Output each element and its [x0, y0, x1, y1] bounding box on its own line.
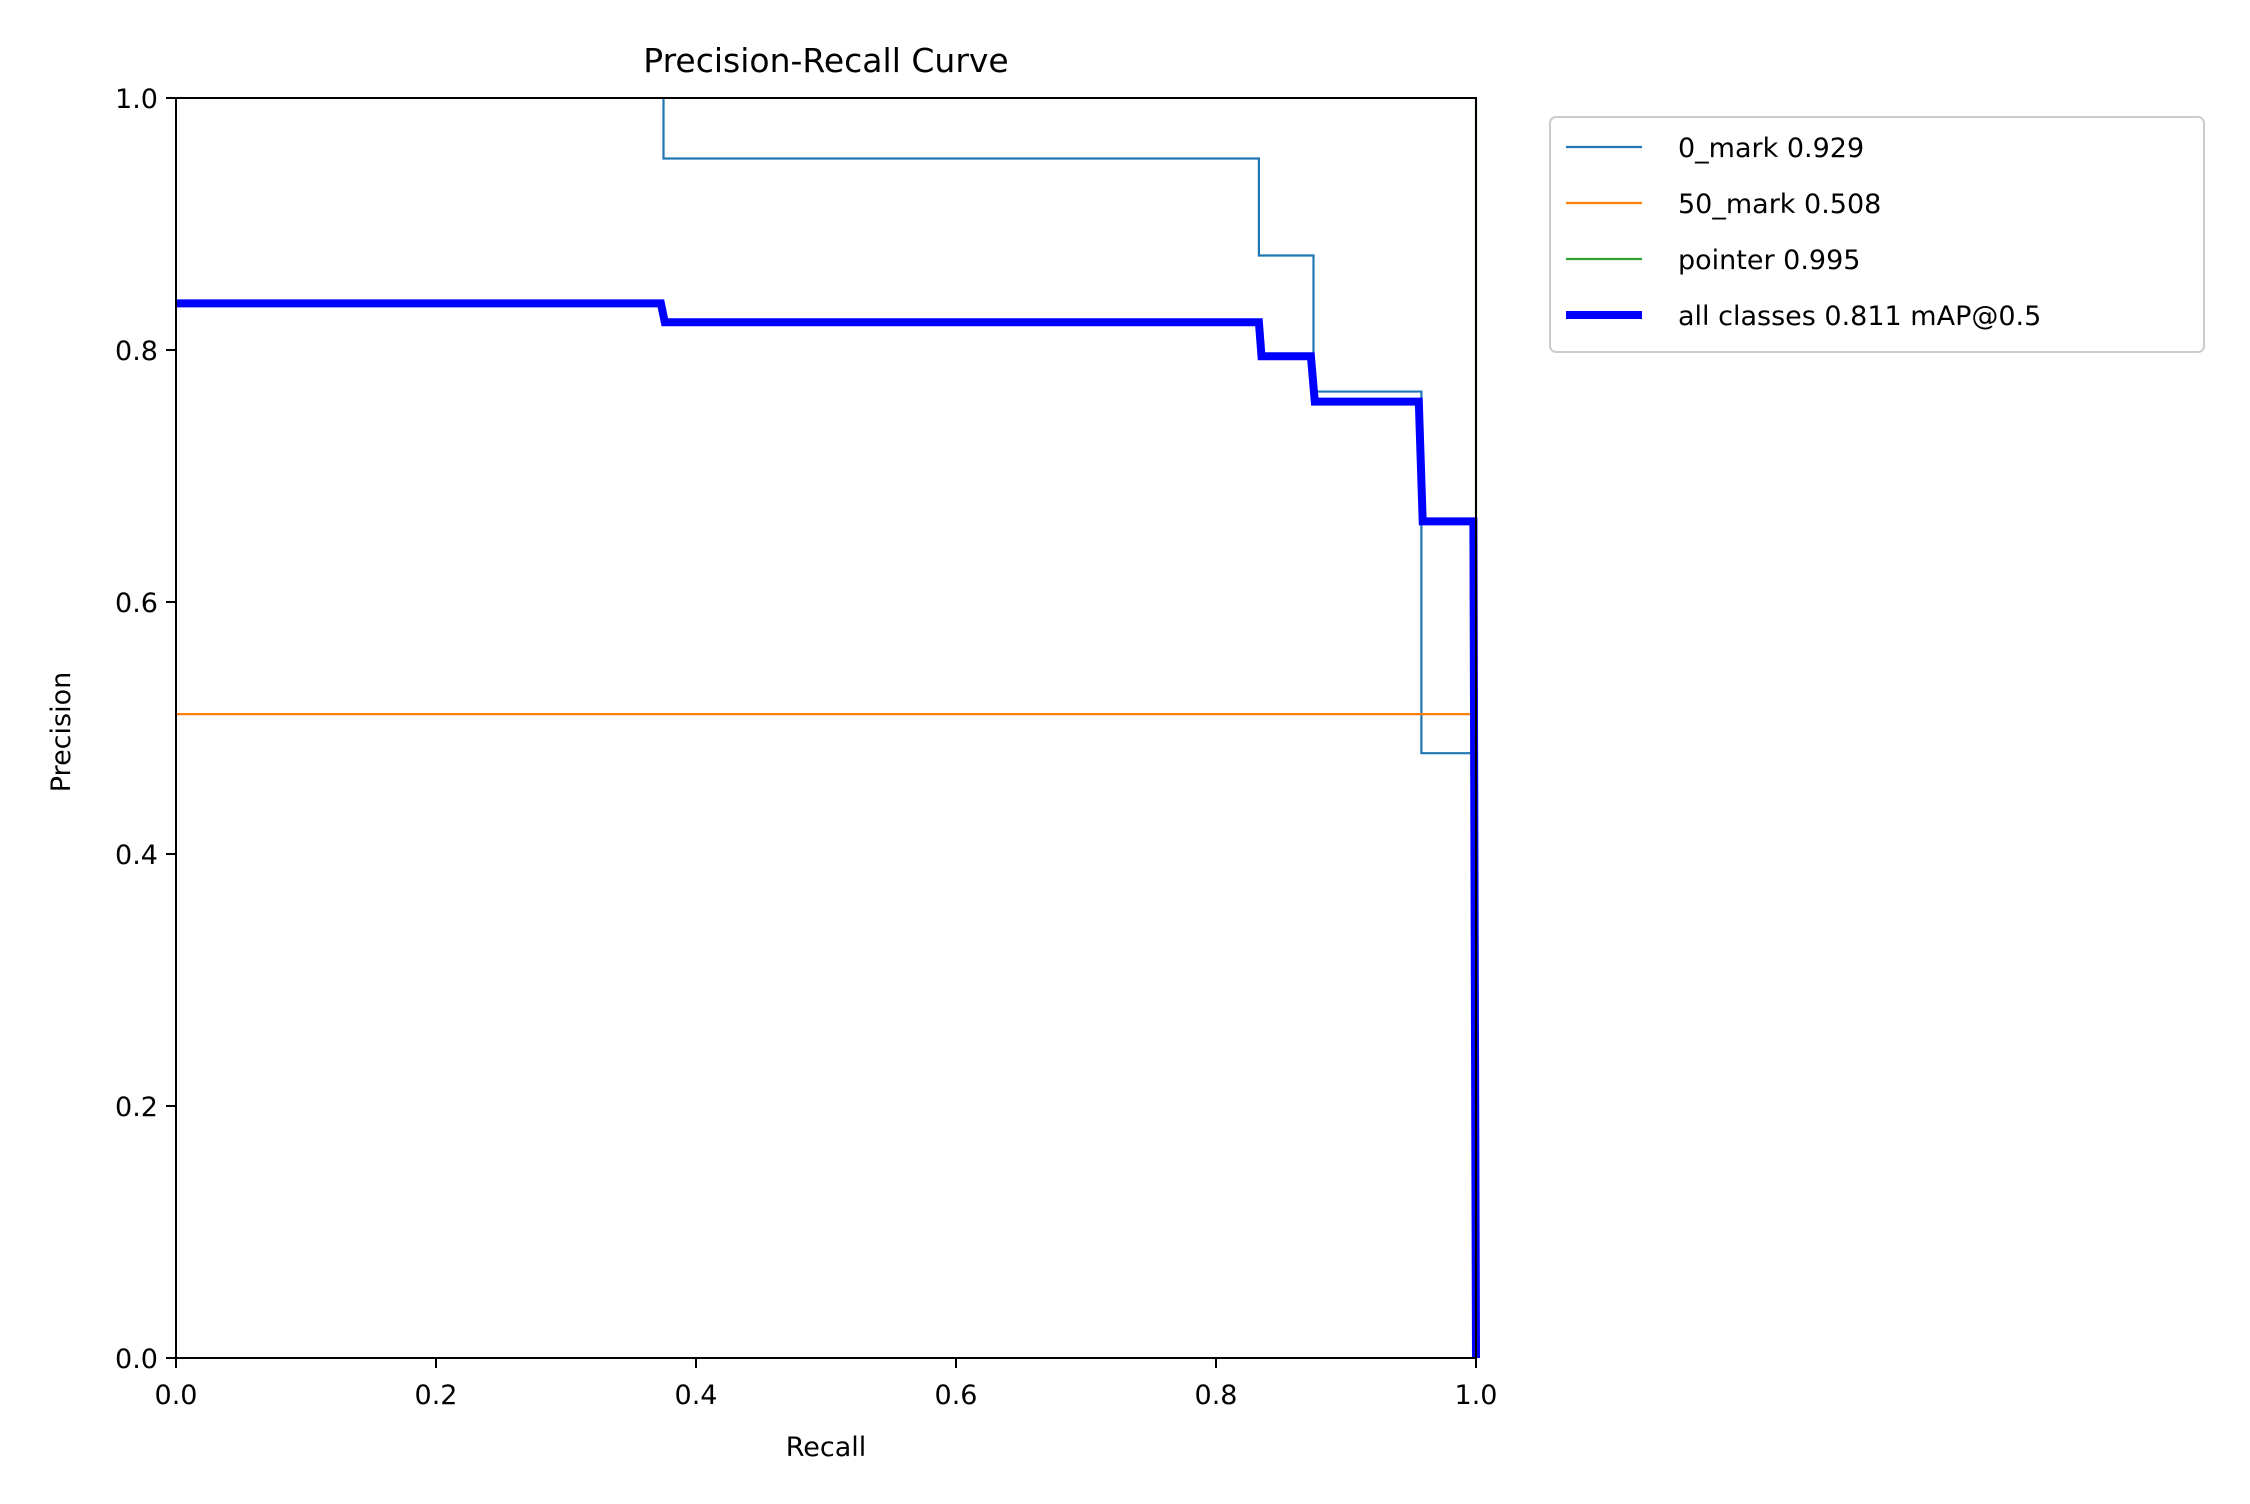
plot-frame [175, 97, 1477, 1359]
y-tick-label: 1.0 [115, 84, 158, 115]
legend: 0_mark 0.929 50_mark 0.508 pointer 0.995 al… [1549, 116, 2205, 353]
y-tick-label: 0.0 [115, 1344, 158, 1375]
x-axis-label: Recall [786, 1432, 867, 1463]
x-axis-ticks: 0.0 0.2 0.4 0.6 0.8 1.0 [155, 1358, 1498, 1411]
y-tick-label: 0.4 [115, 840, 158, 871]
legend-items: 0_mark 0.929 50_mark 0.508 pointer 0.995 al… [1566, 133, 2041, 332]
x-tick-label: 0.4 [675, 1380, 718, 1411]
y-tick-label: 0.8 [115, 336, 158, 367]
x-tick-label: 0.0 [155, 1380, 198, 1411]
legend-label: all classes 0.811 mAP@0.5 [1678, 301, 2041, 332]
y-axis-ticks: 0.0 0.2 0.4 0.6 0.8 1.0 [115, 84, 176, 1375]
series-layer [176, 98, 1480, 1359]
series-line-1 [176, 713, 1478, 1358]
series-line-3 [176, 299, 1480, 1359]
legend-label: 0_mark 0.929 [1678, 133, 1864, 164]
x-tick-label: 1.0 [1455, 1380, 1498, 1411]
x-tick-label: 0.6 [935, 1380, 978, 1411]
series-line-0 [662, 98, 1478, 1358]
legend-label: pointer 0.995 [1678, 245, 1860, 276]
y-axis-label: Precision [46, 672, 77, 792]
legend-box [1549, 116, 2205, 353]
x-tick-label: 0.2 [415, 1380, 458, 1411]
y-tick-label: 0.6 [115, 588, 158, 619]
chart-title: Precision-Recall Curve [643, 41, 1008, 80]
legend-label: 50_mark 0.508 [1678, 189, 1881, 220]
y-tick-label: 0.2 [115, 1092, 158, 1123]
x-tick-label: 0.8 [1195, 1380, 1238, 1411]
